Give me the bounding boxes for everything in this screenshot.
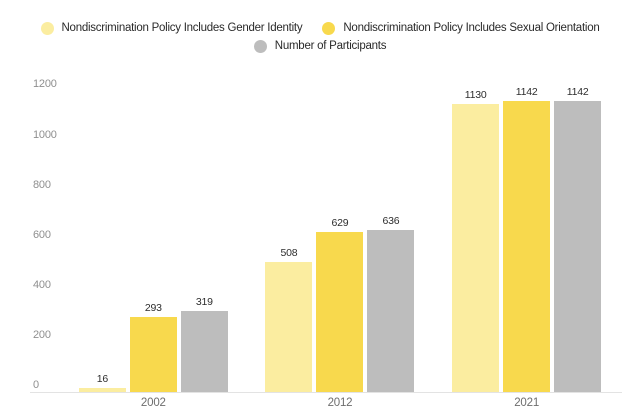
legend-item-sexual-orientation[interactable]: Nondiscrimination Policy Includes Sexual…	[322, 21, 600, 35]
legend-label: Nondiscrimination Policy Includes Gender…	[61, 22, 303, 34]
bar-column: 636	[367, 86, 415, 392]
bar-value-label: 629	[331, 216, 349, 229]
legend-swatch-participants-icon	[253, 39, 267, 53]
x-axis-label: 2002	[140, 397, 166, 409]
bar[interactable]	[180, 310, 228, 392]
bar[interactable]	[265, 262, 313, 392]
bar-value-label: 319	[195, 295, 213, 308]
bar-value-label: 1142	[566, 85, 589, 98]
y-axis-tick-label: 1200	[33, 78, 57, 91]
y-axis-tick-label: 600	[33, 228, 51, 241]
y-axis-tick-label: 0	[33, 379, 39, 391]
y-axis-tick-label: 200	[33, 328, 51, 341]
bar[interactable]	[78, 387, 126, 392]
bar-column: 1130	[452, 86, 500, 392]
bar-column: 508	[265, 86, 313, 392]
plot-area: 16 293 319 2002 508 629 636 2012 1130 1142 1142 202…	[60, 85, 620, 409]
y-axis-tick-label: 800	[33, 178, 51, 191]
bar[interactable]	[554, 100, 602, 392]
x-axis-label: 2021	[514, 397, 540, 409]
chart-legend: Nondiscrimination Policy Includes Gender…	[10, 21, 630, 53]
bar-group: 16 293 319 2002	[78, 86, 228, 409]
legend-item-participants[interactable]: Number of Participants	[253, 39, 387, 53]
bar-value-label: 508	[280, 247, 298, 260]
bar[interactable]	[503, 100, 551, 392]
bar[interactable]	[367, 229, 415, 392]
x-axis-line	[30, 392, 622, 393]
bar-group: 508 629 636 2012	[265, 86, 415, 409]
bar[interactable]	[452, 103, 500, 392]
bar[interactable]	[316, 231, 364, 392]
bar[interactable]	[129, 317, 177, 392]
bar-value-label: 1130	[464, 88, 487, 101]
bar-value-label: 16	[96, 372, 108, 385]
legend-swatch-sexual-orientation-icon	[322, 21, 336, 35]
bar-column: 319	[180, 86, 228, 392]
bar-value-label: 293	[144, 302, 162, 315]
bar-column: 1142	[503, 85, 551, 392]
legend-label: Nondiscrimination Policy Includes Sexual…	[343, 22, 600, 34]
legend-swatch-gender-identity-icon	[40, 21, 54, 35]
bar-value-label: 1142	[515, 85, 538, 98]
bar-column: 293	[129, 86, 177, 392]
bar-group: 1130 1142 1142 2021	[452, 85, 602, 409]
legend-item-gender-identity[interactable]: Nondiscrimination Policy Includes Gender…	[40, 21, 303, 35]
bar-column: 1142	[554, 85, 602, 392]
y-axis-tick-label: 1000	[33, 128, 57, 141]
bar-column: 16	[78, 86, 126, 392]
x-axis-label: 2012	[327, 397, 353, 409]
bar-column: 629	[316, 86, 364, 392]
y-axis-tick-label: 400	[33, 278, 51, 291]
bar-value-label: 636	[382, 214, 400, 227]
legend-label: Number of Participants	[274, 40, 387, 52]
